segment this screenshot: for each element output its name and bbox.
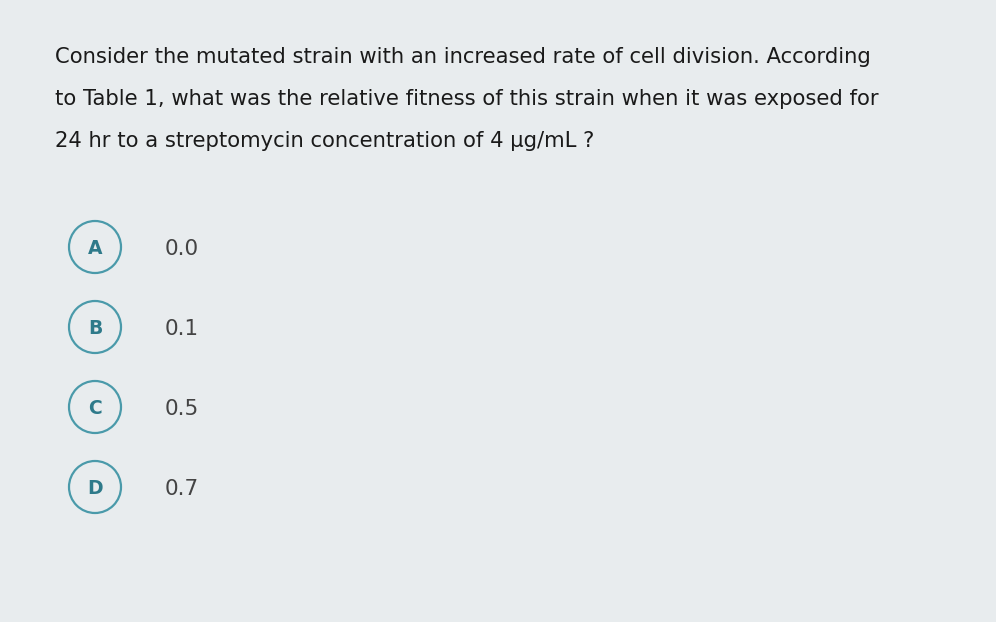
Ellipse shape [69, 301, 121, 353]
Text: C: C [88, 399, 102, 419]
Text: 0.1: 0.1 [165, 319, 199, 339]
Text: 24 hr to a streptomycin concentration of 4 μg/mL ?: 24 hr to a streptomycin concentration of… [55, 131, 595, 151]
Text: 0.7: 0.7 [165, 479, 199, 499]
Ellipse shape [69, 221, 121, 273]
Ellipse shape [69, 461, 121, 513]
Text: A: A [88, 239, 103, 259]
Text: Consider the mutated strain with an increased rate of cell division. According: Consider the mutated strain with an incr… [55, 47, 871, 67]
Text: 0.0: 0.0 [165, 239, 199, 259]
Text: to Table 1, what was the relative fitness of this strain when it was exposed for: to Table 1, what was the relative fitnes… [55, 89, 878, 109]
Ellipse shape [69, 381, 121, 433]
Text: 0.5: 0.5 [165, 399, 199, 419]
Text: B: B [88, 320, 103, 338]
Text: D: D [88, 480, 103, 498]
